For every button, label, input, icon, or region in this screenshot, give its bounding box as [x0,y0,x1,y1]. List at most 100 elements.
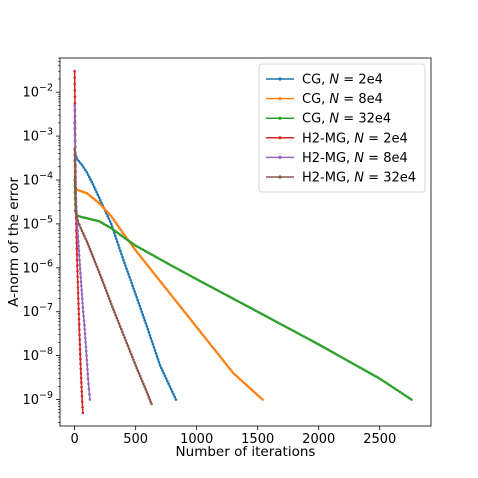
data-point [85,358,89,362]
data-point [114,313,117,317]
data-point [406,395,410,399]
y-tick-base: 10 [22,130,39,145]
data-point [170,295,174,298]
data-point [113,231,116,235]
data-point [81,310,85,314]
data-point [82,314,85,318]
legend-marker [278,136,282,140]
data-point [126,270,129,273]
x-tick-label: 2500 [363,432,396,447]
data-point [75,264,79,267]
data-point [247,385,251,389]
data-point [94,263,98,266]
data-point [97,270,101,274]
data-point [131,355,134,359]
data-point [117,243,120,247]
data-point [73,148,76,151]
data-point [74,187,77,190]
data-point [259,396,263,400]
data-point [83,191,87,194]
data-point [79,271,82,275]
data-point [410,398,413,401]
data-point [74,198,77,201]
data-point [119,249,122,253]
data-point [79,276,83,279]
legend-box [258,63,426,193]
data-point [137,372,141,375]
data-point [73,76,77,79]
data-point [112,218,116,222]
data-point [103,208,107,211]
data-point [77,223,81,226]
data-point [77,323,81,326]
data-point [233,373,237,376]
data-point [107,297,111,300]
data-point [123,336,126,339]
data-point [222,360,226,363]
data-point [209,343,212,346]
y-tick-base: 10 [22,393,39,408]
data-point [218,354,221,358]
data-point [77,189,81,192]
data-point [81,405,84,409]
data-point [120,230,124,234]
y-tick-label: 10−7 [22,302,53,320]
data-point [175,300,179,304]
data-point [91,182,95,186]
data-point [166,289,169,292]
data-point [108,300,112,303]
data-point [118,325,122,328]
data-point [79,362,82,366]
data-point [152,346,156,349]
data-point [81,301,84,305]
legend-marker [278,116,282,120]
data-point [106,214,109,218]
data-point [74,209,78,212]
data-point [78,348,82,351]
data-point [133,247,136,250]
y-tick-exponent: −5 [39,214,53,225]
data-point [81,306,85,309]
data-point [404,394,408,398]
data-point [193,323,197,327]
data-point [137,301,141,305]
data-point [96,193,100,197]
data-point [395,388,398,392]
data-point [75,247,79,250]
data-point [80,292,84,296]
data-point [157,277,160,281]
data-point [102,206,105,210]
data-point [137,252,141,256]
data-point [186,314,189,317]
data-point [225,364,229,367]
y-tick-label: 10−9 [22,390,53,408]
data-point [77,254,81,257]
y-tick-base: 10 [22,86,39,101]
data-point [129,352,133,356]
data-point [155,275,159,279]
legend-label: CG, N = 2e4 [302,73,383,88]
data-point [104,289,108,292]
data-point [143,260,147,264]
data-point [79,280,83,284]
y-tick-exponent: −2 [39,83,53,94]
y-tick-label: 10−2 [22,83,53,101]
data-point [76,269,79,273]
data-point [73,101,77,105]
data-point [73,134,77,137]
data-point [119,228,123,232]
data-point [106,294,110,298]
data-point [100,204,104,208]
data-point [93,260,97,264]
data-point [79,367,83,371]
data-point [78,333,81,337]
data-point [213,348,217,352]
data-point [77,302,80,305]
data-point [78,343,82,346]
data-point [76,224,79,227]
data-point [123,261,126,265]
data-point [77,317,81,321]
data-point [91,255,95,258]
legend-label: H2-MG, N = 2e4 [302,131,408,146]
data-point [207,341,211,344]
